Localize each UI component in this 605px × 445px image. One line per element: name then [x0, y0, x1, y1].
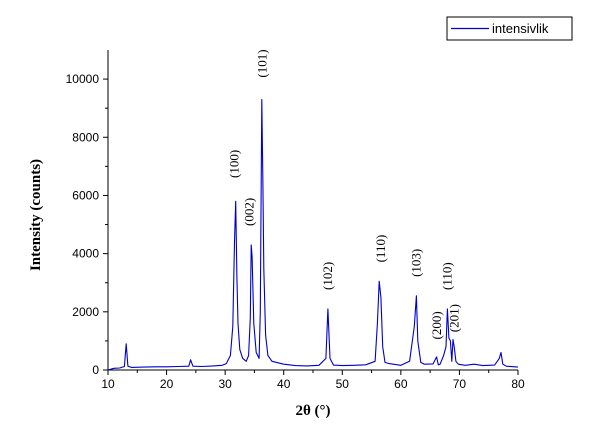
peak-label: (103)	[408, 249, 423, 277]
peak-label: (110)	[439, 262, 454, 290]
peak-label: (102)	[320, 262, 335, 290]
x-tick-label: 70	[453, 377, 467, 391]
y-tick-label: 4000	[72, 247, 99, 261]
x-tick-label: 40	[277, 377, 291, 391]
y-tick-label: 6000	[72, 188, 99, 202]
peak-label: (002)	[242, 198, 257, 226]
peak-label: (101)	[254, 49, 269, 77]
x-tick-label: 10	[101, 377, 115, 391]
x-tick-label: 30	[218, 377, 232, 391]
y-tick-label: 10000	[66, 72, 100, 86]
x-axis-title: 2θ (°)	[295, 403, 330, 419]
x-axis: 10 20 30 40 50 60 70 80	[101, 370, 525, 391]
peak-label: (110)	[373, 235, 388, 263]
legend-box	[446, 16, 573, 41]
peak-label: (100)	[227, 150, 242, 178]
series-layer	[107, 98, 519, 371]
y-axis-title: Intensity (counts)	[28, 159, 44, 271]
legend-label: intensivlik	[492, 21, 549, 36]
x-tick-label: 80	[511, 377, 525, 391]
peak-label: (200)	[429, 311, 444, 339]
y-tick-label: 0	[92, 363, 99, 377]
y-axis: 0 2000 4000 6000 8000 10000	[66, 72, 108, 377]
x-tick-label: 20	[160, 377, 174, 391]
peak-label: (201)	[447, 304, 462, 332]
x-tick-label: 60	[394, 377, 408, 391]
y-tick-label: 2000	[72, 305, 99, 319]
series-line	[107, 98, 519, 371]
legend: intensivlik	[446, 16, 573, 41]
x-tick-label: 50	[336, 377, 350, 391]
y-tick-label: 8000	[72, 130, 99, 144]
peak-labels: (100) (002) (101) (102) (110) (103) (200) (110)…	[227, 49, 462, 339]
